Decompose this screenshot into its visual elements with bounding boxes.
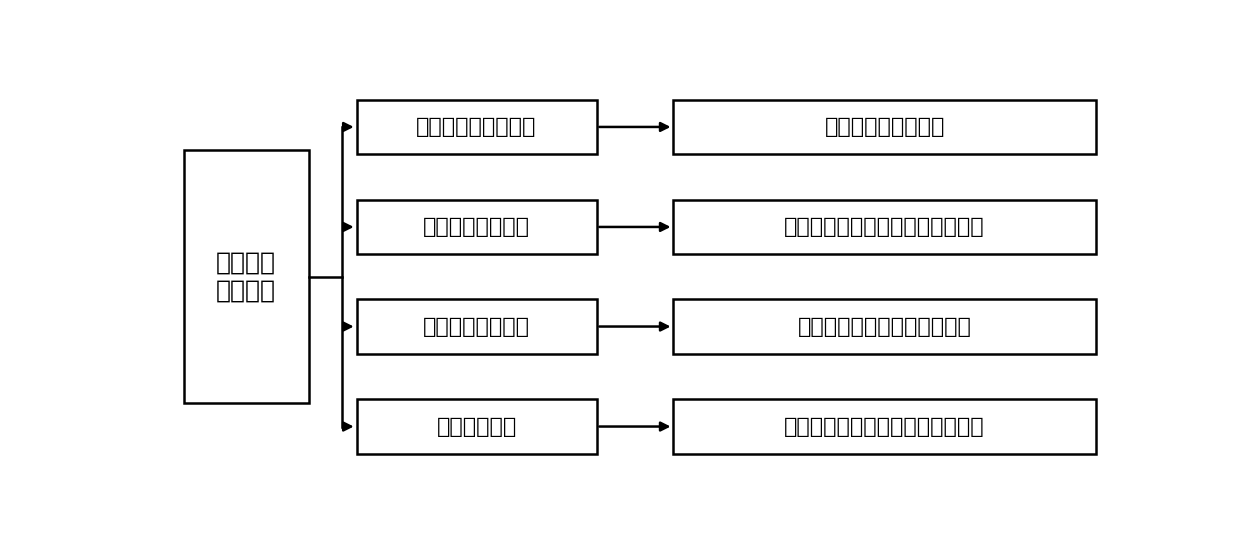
Text: 模拟数据集生成模块: 模拟数据集生成模块 <box>416 117 536 137</box>
Text: 地表温度
反演方法: 地表温度 反演方法 <box>216 251 276 302</box>
Text: 计算输出模块: 计算输出模块 <box>436 416 517 437</box>
Bar <box>674 299 1097 354</box>
Bar <box>183 150 309 403</box>
Bar <box>357 399 596 454</box>
Bar <box>357 299 596 354</box>
Bar <box>674 399 1097 454</box>
Bar <box>357 199 596 254</box>
Text: 用于调用算法计算并输出反演结果: 用于调用算法计算并输出反演结果 <box>784 416 985 437</box>
Text: 实际数据输入模块: 实际数据输入模块 <box>422 317 530 336</box>
Text: 反演算法构建模块: 反演算法构建模块 <box>422 217 530 237</box>
Text: 用于输入反演所需的实际数据: 用于输入反演所需的实际数据 <box>798 317 971 336</box>
Bar <box>674 100 1097 155</box>
Bar <box>674 199 1097 254</box>
Text: 用于生成模拟数据集: 用于生成模拟数据集 <box>824 117 945 137</box>
Text: 用于构建日间与夜间数据劈窗算法: 用于构建日间与夜间数据劈窗算法 <box>784 217 985 237</box>
Bar <box>357 100 596 155</box>
